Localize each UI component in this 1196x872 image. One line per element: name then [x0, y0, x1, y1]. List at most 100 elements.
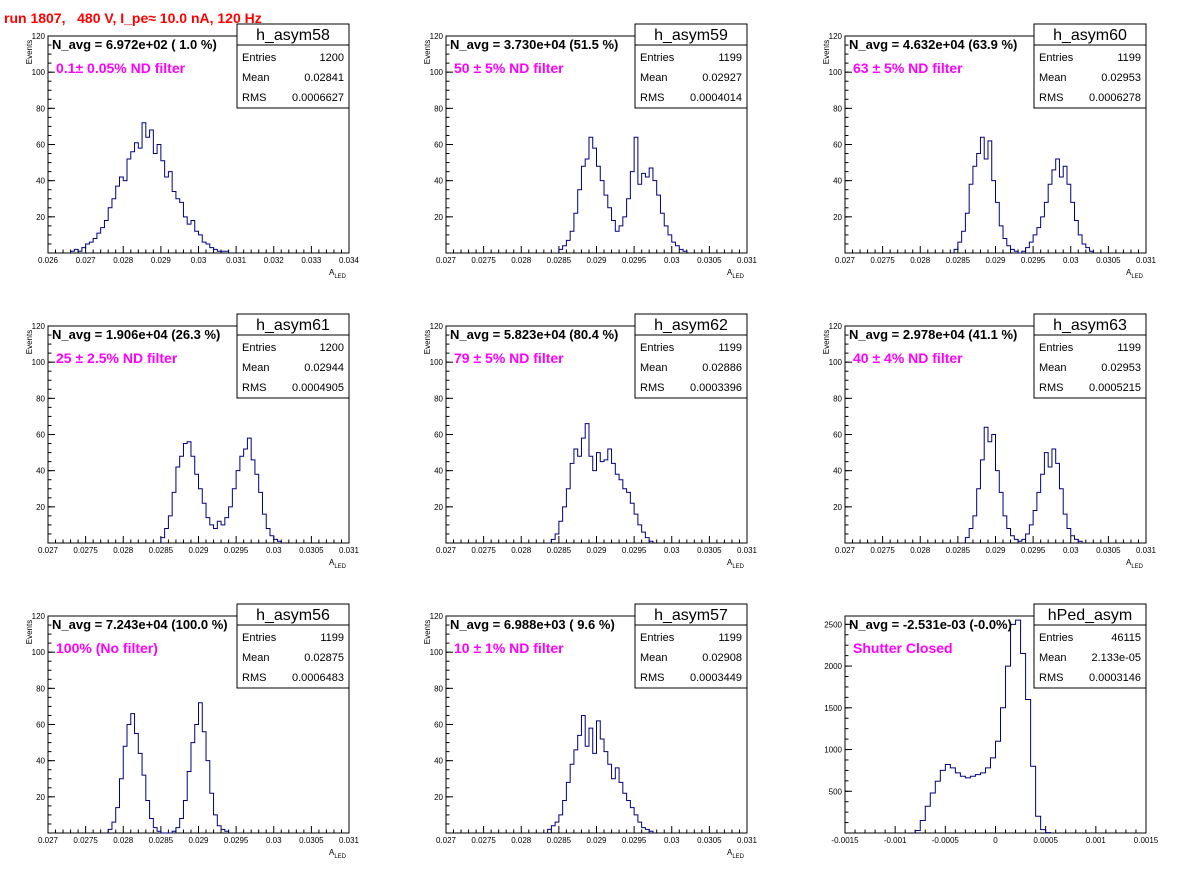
y-tick-label: 20: [434, 213, 443, 222]
stat-box: [634, 313, 748, 399]
y-tick-label: 1000: [824, 746, 842, 755]
x-tick-label: 0.0305: [299, 546, 324, 555]
panel-h_asym57: 0.027 0.0275 0.028 0.0285 0.029 0.0295 0.03 0.0…: [423, 603, 758, 860]
stat-value: 0.02908: [702, 652, 742, 664]
n-avg-label: N_avg = 6.988e+03 ( 9.6 %): [450, 617, 615, 632]
x-tick-label: 0.0285: [547, 256, 572, 265]
stat-value: 0.0004905: [292, 382, 344, 394]
x-tick-label: 0.031: [737, 546, 758, 555]
histogram-series: [547, 714, 654, 833]
x-tick-label: 0.0305: [1096, 546, 1121, 555]
x-tick-label: 0.0295: [622, 546, 647, 555]
y-tick-label: 60: [434, 141, 443, 150]
stat-value: 0.0006627: [292, 92, 344, 104]
y-tick-label: 80: [434, 394, 443, 403]
y-tick-label: 60: [434, 721, 443, 730]
stat-label: RMS: [640, 382, 664, 394]
y-axis-title: Events: [423, 620, 432, 644]
stat-label: RMS: [1039, 382, 1063, 394]
stat-label: RMS: [1039, 672, 1063, 684]
filter-note: 63 ± 5% ND filter: [853, 60, 963, 76]
histogram-series: [107, 702, 230, 834]
x-tick-label: 0.0295: [1021, 256, 1046, 265]
y-tick-label: 100: [829, 358, 843, 367]
stat-label: Entries: [242, 342, 277, 354]
x-tick-label: 0.03: [266, 836, 282, 845]
filter-note: 50 ± 5% ND filter: [454, 60, 564, 76]
stat-label: Entries: [242, 632, 277, 644]
stat-label: Entries: [1039, 342, 1074, 354]
stat-label: RMS: [640, 92, 664, 104]
y-tick-label: 60: [833, 431, 842, 440]
x-axis-title: ALED: [727, 268, 745, 280]
n-avg-label: N_avg = 2.978e+04 (41.1 %): [849, 327, 1017, 342]
x-tick-label: 0.028: [113, 836, 134, 845]
y-tick-label: 40: [833, 467, 842, 476]
x-tick-label: 0.03: [664, 546, 680, 555]
stat-box: [236, 313, 350, 399]
n-avg-label: N_avg = 4.632e+04 (63.9 %): [849, 37, 1017, 52]
x-tick-label: 0.0275: [471, 256, 496, 265]
histogram-series: [70, 122, 230, 253]
x-tick-label: 0.027: [38, 546, 59, 555]
stat-label: Entries: [640, 52, 675, 64]
stat-box-title: h_asym60: [1053, 27, 1127, 44]
x-tick-label: 0.0305: [697, 836, 722, 845]
n-avg-label: N_avg = 3.730e+04 (51.5 %): [450, 37, 618, 52]
y-tick-label: 100: [32, 358, 46, 367]
stat-label: Mean: [1039, 362, 1067, 374]
filter-note: 79 ± 5% ND filter: [454, 350, 564, 366]
x-tick-label: 0.031: [1136, 546, 1157, 555]
x-tick-label: 0.03: [664, 256, 680, 265]
y-tick-label: 100: [829, 68, 843, 77]
y-tick-label: 80: [434, 104, 443, 113]
y-tick-label: 120: [829, 322, 843, 331]
x-tick-label: 0.0295: [622, 836, 647, 845]
panel-h_asym60: 0.027 0.0275 0.028 0.0285 0.029 0.0295 0.03 0.0…: [822, 23, 1157, 280]
stat-value: 1199: [718, 632, 742, 644]
x-tick-label: 0.0285: [946, 256, 971, 265]
x-tick-label: 0.03: [1063, 546, 1079, 555]
n-avg-label: N_avg = 7.243e+04 (100.0 %): [52, 617, 228, 632]
stat-value: 0.0004014: [690, 92, 742, 104]
stat-box-title: hPed_asym: [1048, 607, 1133, 624]
y-axis-title: Events: [25, 620, 34, 644]
x-tick-label: 0.032: [264, 256, 285, 265]
n-avg-label: N_avg = 5.823e+04 (80.4 %): [450, 327, 618, 342]
x-tick-label: 0.027: [38, 836, 59, 845]
panel-h_asym63: 0.027 0.0275 0.028 0.0285 0.029 0.0295 0.03 0.0…: [822, 313, 1157, 570]
x-axis-title: ALED: [727, 558, 745, 570]
y-tick-label: 40: [434, 757, 443, 766]
x-tick-label: 0.033: [301, 256, 322, 265]
stat-value: 1199: [1117, 342, 1141, 354]
y-tick-label: 120: [32, 32, 46, 41]
stat-box-title: h_asym57: [654, 607, 728, 624]
x-tick-label: 0.028: [910, 256, 931, 265]
x-tick-label: 0.031: [737, 836, 758, 845]
y-tick-label: 2500: [824, 620, 842, 629]
panel-h_asym58: 0.026 0.027 0.028 0.029 0.03 0.031 0.032 0.033 0…: [25, 23, 360, 280]
stat-value: 1200: [320, 342, 344, 354]
stat-value: 0.02875: [304, 652, 344, 664]
filter-note: 40 ± 4% ND filter: [853, 350, 963, 366]
stat-value: 2.133e-05: [1091, 652, 1141, 664]
x-axis-title: ALED: [1126, 268, 1144, 280]
y-tick-label: 80: [36, 684, 45, 693]
n-avg-label: N_avg = 1.906e+04 (26.3 %): [52, 327, 220, 342]
stat-box: [634, 23, 748, 109]
x-tick-label: 0.029: [188, 836, 209, 845]
stat-box-title: h_asym62: [654, 317, 728, 334]
x-tick-label: 0.028: [511, 836, 532, 845]
stat-label: Entries: [1039, 632, 1074, 644]
y-tick-label: 500: [829, 787, 843, 796]
x-tick-label: 0.027: [436, 546, 457, 555]
stat-label: RMS: [242, 382, 266, 394]
histogram-series: [550, 423, 654, 543]
stat-value: 1199: [718, 52, 742, 64]
stat-value: 0.0003146: [1089, 672, 1141, 684]
x-tick-label: 0.027: [436, 256, 457, 265]
x-tick-label: 0.03: [1063, 256, 1079, 265]
stat-value: 0.02953: [1101, 72, 1141, 84]
y-tick-label: 20: [36, 213, 45, 222]
